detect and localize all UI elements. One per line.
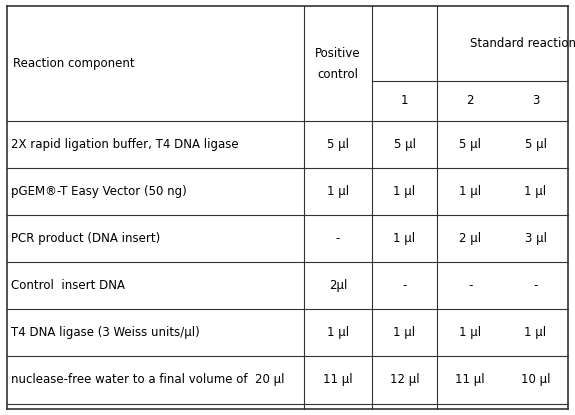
- Text: 1: 1: [401, 94, 408, 107]
- Text: 5 μl: 5 μl: [524, 138, 547, 151]
- Text: Standard reaction: Standard reaction: [470, 37, 575, 50]
- Text: 5 μl: 5 μl: [459, 138, 481, 151]
- Text: 1 μl: 1 μl: [327, 326, 349, 339]
- Text: Control  insert DNA: Control insert DNA: [12, 279, 125, 292]
- Text: Positive
control: Positive control: [315, 46, 361, 81]
- Text: 5 μl: 5 μl: [327, 138, 349, 151]
- Text: -: -: [336, 232, 340, 245]
- Text: 10 μl: 10 μl: [521, 374, 550, 386]
- Text: 2X rapid ligation buffer, T4 DNA ligase: 2X rapid ligation buffer, T4 DNA ligase: [12, 138, 239, 151]
- Text: 11 μl: 11 μl: [455, 374, 485, 386]
- Text: T4 DNA ligase (3 Weiss units/μl): T4 DNA ligase (3 Weiss units/μl): [12, 326, 200, 339]
- Text: -: -: [534, 279, 538, 292]
- Text: 1 μl: 1 μl: [524, 326, 547, 339]
- Text: 2 μl: 2 μl: [459, 232, 481, 245]
- Text: 1 μl: 1 μl: [327, 185, 349, 198]
- Text: 2: 2: [466, 94, 474, 107]
- Text: 2μl: 2μl: [329, 279, 347, 292]
- Text: pGEM®-T Easy Vector (50 ng): pGEM®-T Easy Vector (50 ng): [12, 185, 187, 198]
- Text: 1 μl: 1 μl: [393, 185, 416, 198]
- Text: 3 μl: 3 μl: [524, 232, 547, 245]
- Text: -: -: [468, 279, 472, 292]
- Text: Reaction component: Reaction component: [13, 57, 134, 70]
- Text: 11 μl: 11 μl: [323, 374, 353, 386]
- Text: nuclease-free water to a final volume of  20 μl: nuclease-free water to a final volume of…: [12, 374, 285, 386]
- Text: -: -: [402, 279, 407, 292]
- Text: 3: 3: [532, 94, 539, 107]
- Text: 1 μl: 1 μl: [393, 232, 416, 245]
- Text: 1 μl: 1 μl: [459, 185, 481, 198]
- Text: 1 μl: 1 μl: [459, 326, 481, 339]
- Text: 1 μl: 1 μl: [524, 185, 547, 198]
- Text: PCR product (DNA insert): PCR product (DNA insert): [12, 232, 160, 245]
- Text: 1 μl: 1 μl: [393, 326, 416, 339]
- Text: 12 μl: 12 μl: [390, 374, 419, 386]
- Text: 5 μl: 5 μl: [393, 138, 416, 151]
